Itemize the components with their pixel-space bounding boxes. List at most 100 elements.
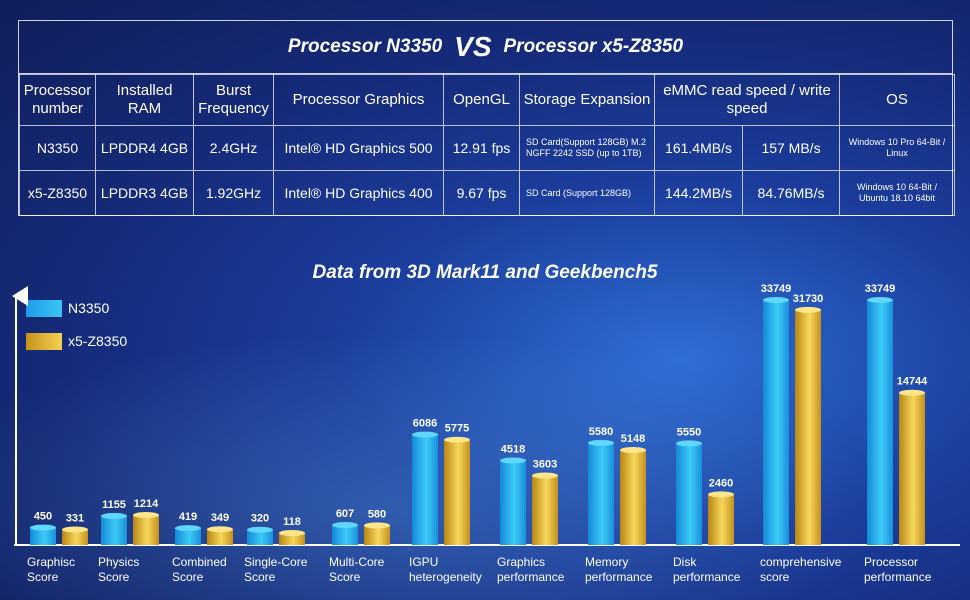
x-tick-label: Combined Score bbox=[172, 555, 227, 584]
header-installed-ram: Installed RAM bbox=[95, 74, 194, 126]
cell-os: Windows 10 64-Bit / Ubuntu 18.10 64bit bbox=[839, 170, 956, 216]
bar-top bbox=[867, 297, 893, 304]
bar-value-label: 5148 bbox=[621, 433, 645, 445]
bar-n3350 bbox=[30, 527, 56, 545]
legend-item: x5-Z8350 bbox=[26, 328, 127, 354]
bar-top bbox=[412, 431, 438, 438]
x-tick-label: Graphics performance bbox=[497, 555, 565, 584]
bar-n3350 bbox=[175, 528, 201, 545]
x-tick-label: Memory performance bbox=[585, 555, 653, 584]
bar-x5-z8350 bbox=[207, 529, 233, 545]
x-tick-label: Physics Score bbox=[98, 555, 139, 584]
header-processor-graphics: Processor Graphics bbox=[273, 74, 444, 126]
bar-value-label: 349 bbox=[211, 512, 229, 524]
bar-top bbox=[279, 530, 305, 537]
bar-top bbox=[620, 447, 646, 454]
cell-write-speed: 84.76MB/s bbox=[741, 170, 841, 216]
x-tick-label: comprehensive score bbox=[760, 555, 842, 584]
x-tick-label: Graphisc Score bbox=[27, 555, 75, 584]
bar-top bbox=[500, 457, 526, 464]
bar-value-label: 331 bbox=[66, 513, 84, 525]
bar-n3350 bbox=[867, 300, 893, 545]
bar-value-label: 580 bbox=[368, 508, 386, 520]
cell-processor: N3350 bbox=[19, 125, 96, 171]
header-burst-frequency: Burst Frequency bbox=[193, 74, 274, 126]
bar-value-label: 1155 bbox=[102, 499, 126, 511]
bar-top bbox=[588, 439, 614, 446]
legend-label: N3350 bbox=[68, 300, 110, 316]
bar-top bbox=[364, 522, 390, 529]
bar-top bbox=[899, 389, 925, 396]
bar-top bbox=[133, 511, 159, 518]
cell-processor: x5-Z8350 bbox=[19, 170, 96, 216]
bar-value-label: 6086 bbox=[413, 418, 437, 430]
table-title: Processor N3350 VS Processor x5-Z8350 bbox=[19, 21, 952, 74]
header-row: Processor number Installed RAM Burst Fre… bbox=[19, 74, 956, 126]
cell-ram: LPDDR3 4GB bbox=[95, 170, 194, 216]
title-right: Processor x5-Z8350 bbox=[503, 36, 684, 57]
x-tick-label: Processor performance bbox=[864, 555, 932, 584]
cell-freq: 1.92GHz bbox=[193, 170, 274, 216]
bar-value-label: 33749 bbox=[761, 283, 792, 295]
cell-read-speed: 144.2MB/s bbox=[654, 170, 743, 216]
bar-value-label: 14744 bbox=[897, 376, 928, 388]
cell-storage: SD Card (Support 128GB) bbox=[519, 170, 655, 216]
header-emmc-speed: eMMC read speed / write speed bbox=[653, 74, 841, 126]
bar-n3350 bbox=[588, 442, 614, 545]
bar-top bbox=[676, 440, 702, 447]
title-vs: VS bbox=[454, 31, 492, 62]
bar-value-label: 607 bbox=[336, 508, 354, 520]
bar-top bbox=[332, 521, 358, 528]
bar-top bbox=[763, 297, 789, 304]
legend-swatch-blue bbox=[26, 299, 62, 317]
bar-x5-z8350 bbox=[899, 392, 925, 545]
bar-top bbox=[708, 491, 734, 498]
bar-x5-z8350 bbox=[364, 525, 390, 545]
bar-top bbox=[62, 526, 88, 533]
bar-n3350 bbox=[500, 460, 526, 545]
chart-title: Data from 3D Mark11 and Geekbench5 bbox=[312, 262, 658, 283]
bar-value-label: 33749 bbox=[865, 283, 896, 295]
legend-swatch-gold bbox=[26, 332, 62, 350]
cell-opengl: 12.91 fps bbox=[443, 125, 520, 171]
bar-n3350 bbox=[101, 515, 127, 545]
bar-top bbox=[247, 526, 273, 533]
x-tick-label: IGPU heterogeneity bbox=[409, 555, 482, 584]
bar-value-label: 4518 bbox=[501, 443, 525, 455]
cell-storage: SD Card(Support 128GB) M.2 NGFF 2242 SSD… bbox=[519, 125, 655, 171]
bar-n3350 bbox=[247, 529, 273, 545]
bar-top bbox=[175, 525, 201, 532]
bar-top bbox=[532, 472, 558, 479]
bar-value-label: 5775 bbox=[445, 423, 469, 435]
bar-value-label: 1214 bbox=[134, 498, 159, 510]
x-tick-label: Single-Core Score bbox=[244, 555, 308, 584]
title-left: Processor N3350 bbox=[287, 36, 443, 57]
x-tick-label: Disk performance bbox=[673, 555, 741, 584]
cell-write-speed: 157 MB/s bbox=[741, 125, 841, 171]
header-processor-number: Processor number bbox=[19, 74, 96, 126]
chart-legend: N3350 x5-Z8350 bbox=[26, 295, 127, 361]
bar-top bbox=[101, 512, 127, 519]
bar-value-label: 320 bbox=[251, 513, 269, 525]
bar-value-label: 118 bbox=[283, 516, 301, 528]
bar-x5-z8350 bbox=[444, 439, 470, 545]
bar-n3350 bbox=[763, 300, 789, 545]
bar-n3350 bbox=[332, 524, 358, 545]
legend-label: x5-Z8350 bbox=[68, 333, 128, 349]
spec-grid: Processor number Installed RAM Burst Fre… bbox=[19, 74, 956, 216]
spec-comparison-table: Processor N3350 VS Processor x5-Z8350 Pr… bbox=[18, 20, 956, 216]
bar-value-label: 31730 bbox=[793, 293, 824, 305]
bar-value-label: 3603 bbox=[533, 459, 557, 471]
bar-top bbox=[795, 306, 821, 313]
bar-value-label: 2460 bbox=[709, 477, 733, 489]
bar-top bbox=[207, 526, 233, 533]
legend-item: N3350 bbox=[26, 295, 127, 321]
bar-n3350 bbox=[412, 434, 438, 545]
bar-value-label: 5550 bbox=[677, 426, 701, 438]
bar-value-label: 419 bbox=[179, 511, 197, 523]
bar-x5-z8350 bbox=[62, 529, 88, 545]
bar-x5-z8350 bbox=[133, 514, 159, 545]
table-row: x5-Z8350 LPDDR3 4GB 1.92GHz Intel® HD Gr… bbox=[19, 170, 956, 216]
bar-x5-z8350 bbox=[795, 309, 821, 545]
